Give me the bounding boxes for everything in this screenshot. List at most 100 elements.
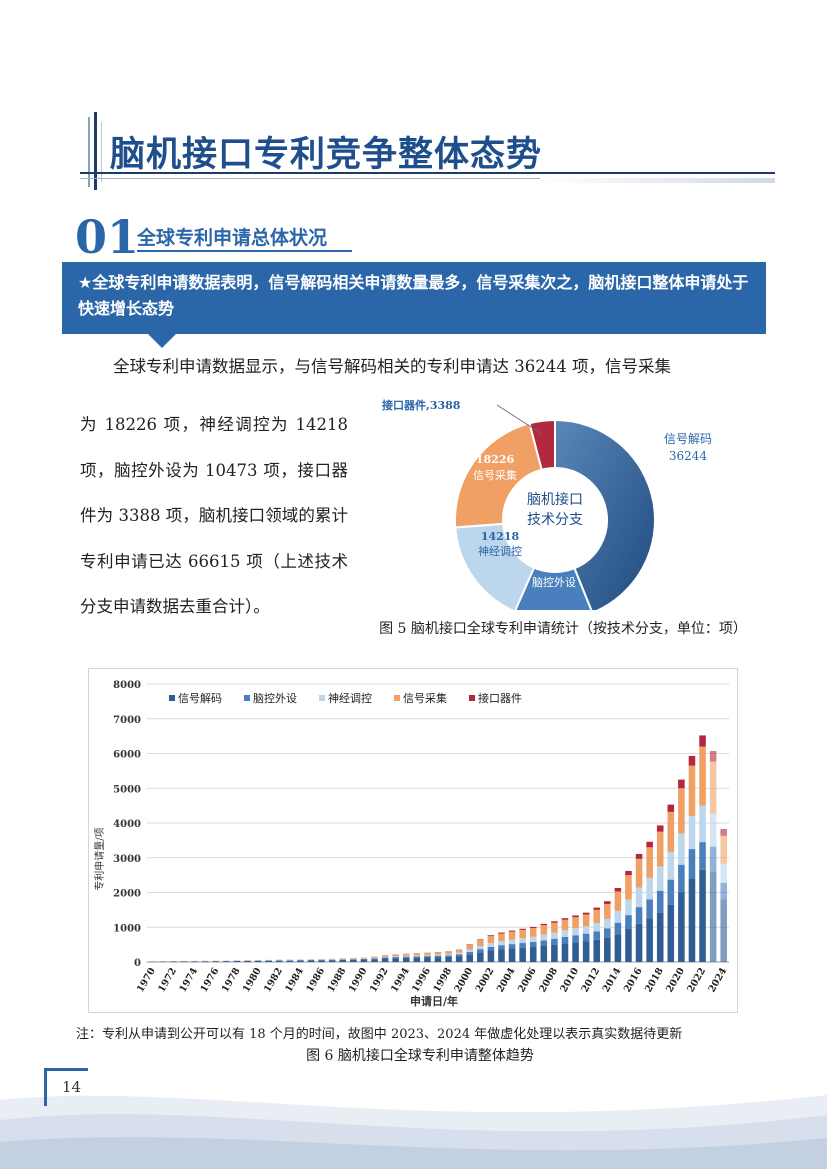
- bar-segment: [646, 918, 653, 962]
- bar-segment: [656, 890, 664, 913]
- bar-segment: [667, 811, 675, 852]
- x-tick-label: 1986: [304, 966, 327, 995]
- title-vertical-line: [94, 112, 97, 190]
- bar-segment: [582, 914, 590, 927]
- x-tick-label: 1978: [220, 966, 243, 995]
- bar-segment: [201, 961, 209, 962]
- bar-segment: [688, 816, 696, 850]
- bar-segment: [498, 940, 505, 946]
- x-axis-ticks: 1970197219741976197819801982198419861988…: [135, 966, 729, 995]
- bar-segment: [709, 846, 717, 872]
- title-horizontal-line: [540, 178, 775, 183]
- bar-segment: [593, 939, 601, 962]
- bar-segment: [720, 835, 727, 864]
- bar-segment: [360, 959, 368, 962]
- bar-segment: [604, 918, 611, 929]
- bar-segment: [667, 904, 675, 962]
- bar-segment: [720, 863, 727, 883]
- bar-segment: [297, 960, 304, 962]
- bar-segment: [350, 958, 357, 959]
- page-number-frame: [44, 1068, 88, 1106]
- x-tick-label: 1992: [368, 966, 391, 994]
- bar-segment: [582, 926, 590, 934]
- x-tick-label: 2008: [537, 966, 560, 995]
- section-number: 01: [75, 210, 140, 264]
- title-horizontal-line: [80, 178, 775, 179]
- bar-segment: [455, 952, 463, 955]
- bar-segment: [381, 958, 389, 962]
- section-underline: [137, 250, 352, 252]
- bar-segment: [392, 957, 399, 959]
- bar-segment: [350, 959, 357, 962]
- bar-segment: [466, 951, 474, 955]
- donut-segments: [454, 418, 656, 610]
- title-decoration: 脑机接口专利竞争整体态势: [80, 112, 780, 192]
- bar-segment: [635, 923, 643, 962]
- bar-segment: [487, 950, 495, 962]
- x-tick-label: 1970: [135, 966, 158, 995]
- bar-segment: [508, 944, 516, 949]
- bar-segment: [646, 847, 653, 878]
- x-tick-label: 1984: [283, 966, 306, 995]
- bar-segment: [508, 930, 516, 932]
- bar-segment: [551, 944, 558, 962]
- bar-segment: [498, 932, 505, 934]
- x-tick-label: 2002: [474, 966, 497, 994]
- figure-6-caption: 图 6 脑机接口全球专利申请整体趋势: [306, 1048, 534, 1064]
- bar-segment: [477, 946, 484, 950]
- y-tick-label: 5000: [113, 784, 141, 795]
- bar-segment: [191, 961, 198, 962]
- bar-segment: [625, 875, 632, 900]
- bar-segment: [445, 955, 452, 957]
- bar-segment: [487, 946, 495, 951]
- bar-segment: [593, 923, 601, 932]
- bar-segment: [519, 947, 526, 962]
- x-tick-label: 2024: [707, 966, 730, 995]
- legend-swatch: [469, 695, 475, 701]
- x-tick-label: 2000: [453, 966, 476, 995]
- bar-segment: [466, 944, 474, 950]
- donut-label-interface: 接口器件,3388: [382, 398, 461, 412]
- bar-segment: [699, 735, 706, 747]
- x-tick-label: 2022: [685, 966, 708, 994]
- bar-segment: [572, 928, 579, 936]
- x-tick-label: 1998: [431, 966, 454, 995]
- bar-segment: [572, 942, 579, 962]
- bar-segment: [529, 936, 537, 943]
- bar-segment: [551, 932, 558, 939]
- chart-bars: [149, 735, 727, 962]
- bar-segment: [551, 921, 558, 923]
- bar-segment: [413, 956, 421, 958]
- x-tick-label: 1994: [389, 966, 412, 995]
- bar-segment: [275, 960, 283, 962]
- bar-segment: [699, 746, 706, 806]
- bar-segment: [551, 922, 558, 933]
- bar-segment: [413, 955, 421, 957]
- bar-segment: [593, 909, 601, 924]
- bar-segment: [445, 953, 452, 956]
- donut-segment-5: [528, 418, 556, 471]
- bar-segment: [688, 849, 696, 879]
- bar-segment: [371, 959, 378, 962]
- bar-segment: [254, 960, 262, 962]
- bar-segment: [561, 919, 569, 931]
- bar-segment: [529, 947, 537, 962]
- bar-segment: [688, 765, 696, 817]
- bar-segment: [413, 953, 421, 956]
- x-tick-label: 1972: [156, 966, 179, 994]
- bar-segment: [487, 943, 495, 947]
- bar-segment: [466, 949, 474, 952]
- x-tick-label: 1996: [410, 966, 433, 995]
- bar-segment: [455, 956, 463, 962]
- bar-segment: [625, 915, 632, 929]
- donut-segment-2: [514, 566, 593, 610]
- bar-segment: [318, 960, 325, 962]
- y-axis-ticks: 0 1000 2000 3000 4000 5000 6000 7000 8000: [113, 680, 141, 969]
- donut-hole: [505, 470, 605, 570]
- bar-segment: [667, 851, 675, 880]
- x-tick-label: 1988: [326, 966, 349, 995]
- bar-segment: [371, 957, 378, 959]
- bar-segment: [392, 958, 399, 962]
- title-horizontal-line: [80, 172, 775, 174]
